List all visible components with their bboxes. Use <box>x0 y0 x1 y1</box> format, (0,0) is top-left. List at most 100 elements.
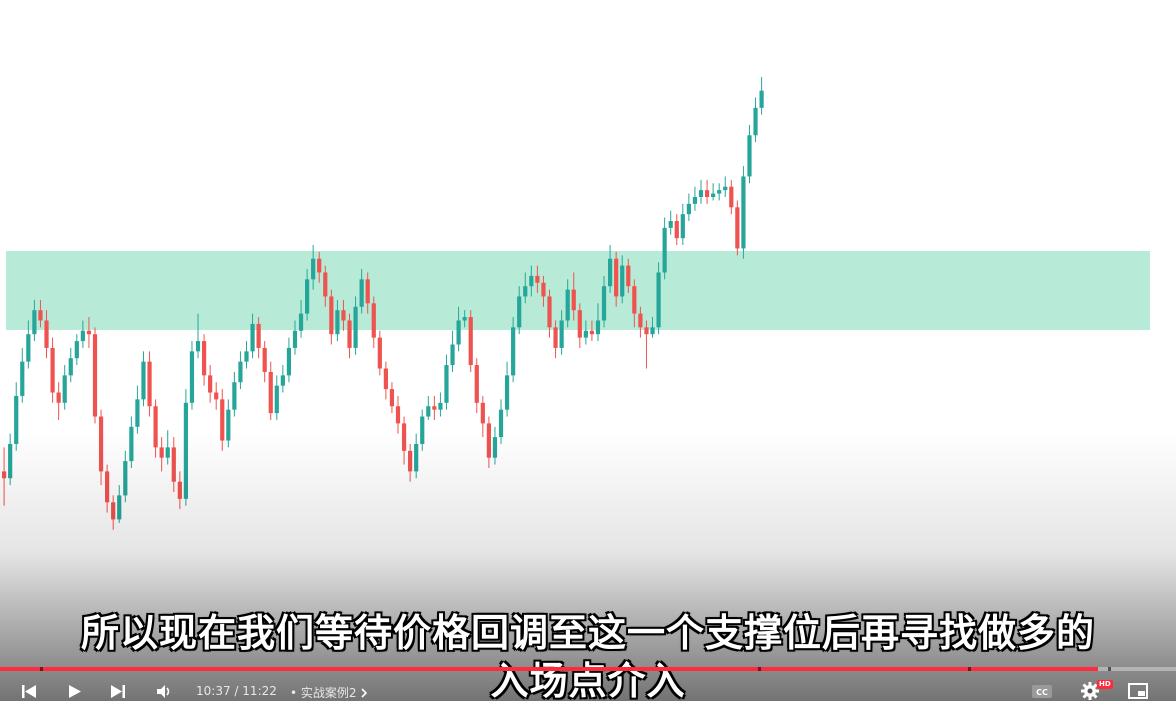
candle-body <box>462 317 467 321</box>
player-controls: 10:37 / 11:22 • 实战案例2 CC HD <box>0 680 1176 701</box>
previous-button[interactable] <box>18 680 40 701</box>
candle-body <box>329 296 334 335</box>
candle-body <box>632 286 637 314</box>
candle-body <box>159 447 164 458</box>
next-button[interactable] <box>107 680 129 701</box>
progress-bar[interactable] <box>0 667 1176 671</box>
candle-body <box>638 313 643 328</box>
candle-body <box>698 190 704 197</box>
volume-icon <box>157 684 170 698</box>
miniplayer-button[interactable] <box>1126 680 1150 701</box>
candle-body <box>238 361 243 383</box>
candle-body <box>371 303 376 338</box>
candle-body <box>50 347 55 393</box>
candle-body <box>614 258 619 297</box>
candle-body <box>377 337 382 369</box>
chapter-title-button[interactable]: • 实战案例2 <box>290 684 368 701</box>
candle-body <box>711 193 716 197</box>
candle-body <box>438 402 443 410</box>
subtitle-line-2: 入场点介入 <box>489 658 686 704</box>
candle-body <box>8 443 13 479</box>
candle-body <box>644 327 649 335</box>
time-display: 10:37 / 11:22 <box>196 684 277 698</box>
candle-body <box>359 279 364 307</box>
candle-body <box>56 392 61 403</box>
candle-body <box>341 310 346 321</box>
candle-body <box>480 402 485 424</box>
candle-body <box>208 375 213 393</box>
candle-body <box>2 471 7 479</box>
candle-body <box>444 365 449 403</box>
candle-body <box>26 334 31 362</box>
candle-body <box>317 258 322 273</box>
candle-body <box>323 272 328 297</box>
volume-button[interactable] <box>153 680 175 701</box>
chapter-title: 实战案例2 <box>300 686 357 700</box>
candle-body <box>44 320 49 348</box>
candle-body <box>129 426 134 462</box>
miniplayer-icon <box>1128 682 1148 699</box>
candle-body <box>347 320 352 348</box>
candle-body <box>183 402 188 499</box>
candle-body <box>486 423 491 458</box>
svg-text:CC: CC <box>1036 688 1048 697</box>
settings-button[interactable] <box>1078 680 1102 701</box>
candle-body <box>456 320 461 345</box>
candle-body <box>432 406 437 410</box>
progress-bar-played <box>0 667 1099 671</box>
candle-body <box>401 423 407 451</box>
candle-body <box>165 447 170 458</box>
candle-body <box>529 275 534 287</box>
candle-body <box>717 190 722 194</box>
captions-button[interactable]: CC <box>1030 680 1054 701</box>
candle-body <box>135 399 140 427</box>
candle-body <box>244 351 249 362</box>
candle-body <box>395 406 401 424</box>
candle-body <box>577 310 582 338</box>
candle-body <box>571 289 576 311</box>
candle-body <box>280 375 285 386</box>
candle-body <box>201 341 207 376</box>
candle-body <box>589 330 595 335</box>
candle-body <box>14 395 19 444</box>
candle-body <box>759 90 764 108</box>
candle-body <box>226 409 231 441</box>
candle-body <box>111 502 116 520</box>
candle-body <box>74 341 79 359</box>
candle-body <box>747 135 752 177</box>
candle-body <box>741 176 746 249</box>
candle-body <box>692 197 698 204</box>
candle-body <box>626 265 631 287</box>
candle-body <box>468 317 473 366</box>
candle-body <box>311 258 316 280</box>
play-button[interactable] <box>63 680 85 701</box>
candle-body <box>353 306 358 348</box>
current-time: 10:37 <box>196 684 231 698</box>
time-separator: / <box>234 684 239 698</box>
candle-body <box>141 361 146 400</box>
play-icon <box>69 684 81 698</box>
candle-body <box>680 214 685 239</box>
candle-body <box>668 221 673 228</box>
candle-body <box>650 327 655 335</box>
candle-body <box>523 286 528 297</box>
candle-body <box>656 272 661 328</box>
candle-body <box>723 186 728 191</box>
candle-body <box>292 330 298 348</box>
candle-body <box>195 341 201 352</box>
candle-body <box>426 406 431 417</box>
candle-body <box>123 461 128 496</box>
next-icon <box>111 684 125 698</box>
candle-body <box>32 310 37 335</box>
candle-body <box>674 221 679 239</box>
candle-body <box>535 275 540 283</box>
candle-body <box>298 313 304 331</box>
candle-body <box>504 375 510 410</box>
candle-body <box>553 327 558 348</box>
candle-body <box>262 347 267 372</box>
candle-body <box>414 443 419 472</box>
candle-body <box>595 320 601 335</box>
candle-body <box>601 286 607 321</box>
candle-body <box>86 330 92 335</box>
candle-body <box>92 334 98 417</box>
